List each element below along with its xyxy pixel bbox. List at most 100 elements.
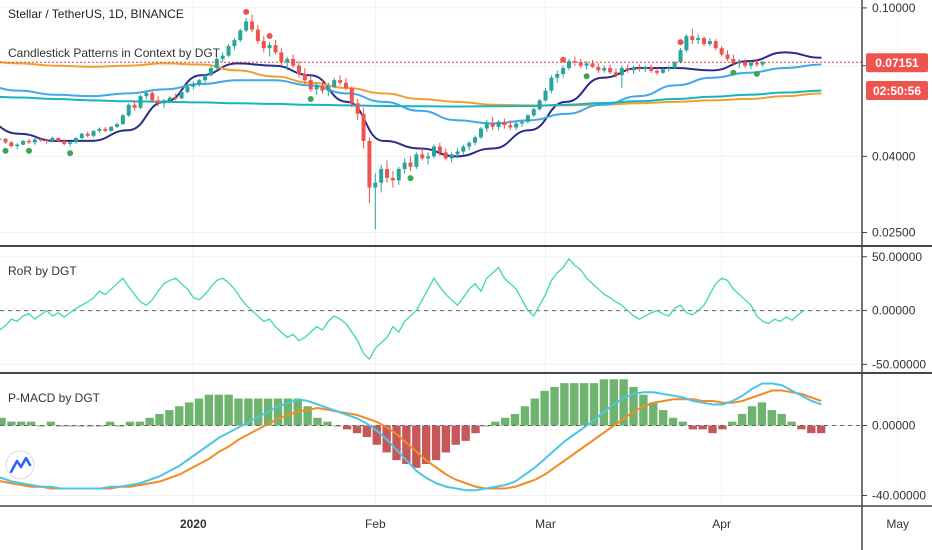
- pmacd-hist-bar: [392, 425, 401, 461]
- price-axis[interactable]: 0.100000.070000.040000.0250050.000000.00…: [862, 1, 926, 503]
- candle: [531, 107, 536, 117]
- pmacd-hist-bar: [421, 425, 431, 464]
- time-axis-label: Feb: [365, 517, 386, 531]
- pmacd-hist-bar: [500, 417, 510, 426]
- candle: [760, 61, 765, 67]
- bullish-pattern-marker: [67, 150, 74, 157]
- pmacd-hist-bar: [520, 406, 530, 426]
- pmacd-hist-bar: [678, 421, 688, 426]
- pmacd-hist-bar: [599, 379, 609, 426]
- pmacd-title: P-MACD by DGT: [8, 391, 101, 405]
- candle: [649, 64, 654, 73]
- pmacd-hist-bar: [787, 421, 796, 426]
- candle: [390, 171, 395, 188]
- pmacd-hist-bar: [619, 379, 628, 426]
- time-axis-label: Apr: [712, 517, 731, 531]
- candle: [332, 77, 337, 88]
- candle: [379, 164, 384, 193]
- candle: [126, 103, 131, 117]
- candle: [619, 65, 624, 88]
- bearish-pattern-marker: [266, 33, 273, 40]
- pmacd-hist-bar: [807, 425, 816, 434]
- pmacd-hist-bar: [441, 425, 451, 453]
- candle: [132, 101, 137, 111]
- pmacd-hist-bar: [412, 425, 421, 468]
- candle: [220, 52, 225, 63]
- ma-line-1: [0, 61, 822, 107]
- candle: [443, 148, 448, 161]
- candle: [702, 36, 707, 47]
- pmacd-hist-bar: [609, 379, 618, 426]
- candle: [426, 152, 431, 165]
- bullish-pattern-marker: [407, 175, 414, 182]
- candle: [396, 166, 401, 186]
- candle: [0, 137, 2, 142]
- bearish-pattern-marker: [560, 56, 567, 63]
- candle: [549, 75, 554, 94]
- candle: [320, 80, 325, 94]
- candle: [672, 61, 677, 70]
- candle: [255, 24, 260, 45]
- pmacd-hist-bar: [165, 410, 174, 426]
- candle: [496, 120, 501, 131]
- tradingview-logo[interactable]: [5, 450, 35, 480]
- candle: [543, 87, 548, 102]
- pmacd-hist-bar: [184, 402, 194, 426]
- candle: [73, 137, 78, 144]
- ror-grid: [0, 246, 899, 373]
- last-price-label: 0.07151: [875, 56, 919, 70]
- candle: [285, 56, 290, 71]
- pattern-markers: [2, 8, 760, 182]
- time-axis-label: May: [886, 517, 909, 531]
- pmacd-hist-bar: [204, 394, 214, 426]
- pmacd-hist-bar: [649, 402, 658, 426]
- pmacd-hist-bar: [17, 421, 26, 426]
- pmacd-hist-bar: [629, 387, 638, 426]
- candle: [655, 68, 660, 76]
- candle: [15, 143, 20, 150]
- pmacd-hist-bar: [481, 425, 490, 427]
- candle: [684, 34, 689, 53]
- countdown-label: 02:50:56: [873, 84, 921, 98]
- candle: [85, 131, 90, 138]
- pmacd-hist-bar: [194, 398, 204, 426]
- candle: [461, 144, 466, 155]
- pmacd-hist-bar: [510, 413, 520, 426]
- bearish-pattern-marker: [243, 8, 250, 15]
- candle: [79, 133, 84, 140]
- candle: [185, 85, 190, 94]
- candle: [308, 75, 313, 93]
- candle: [484, 120, 489, 132]
- candle: [449, 152, 454, 163]
- pmacd-hist-bar: [688, 425, 697, 430]
- pmacd-hist-bar: [155, 413, 164, 426]
- candle: [467, 140, 472, 151]
- candle: [197, 78, 202, 87]
- candle: [520, 120, 525, 127]
- pmacd-histogram: [0, 379, 826, 468]
- pmacd-hist-bar: [797, 425, 806, 430]
- pmacd-hist-bar: [372, 425, 381, 445]
- candle: [502, 118, 507, 129]
- candle: [737, 58, 742, 69]
- candle: [666, 65, 671, 72]
- price-title: Stellar / TetherUS, 1D, BINANCE: [8, 7, 184, 21]
- candle: [514, 121, 519, 131]
- pmacd-hist-bar: [7, 421, 16, 426]
- pmacd-hist-bar: [530, 398, 539, 426]
- candle: [608, 64, 613, 74]
- time-axis[interactable]: 2020FebMarAprMayJunJul: [180, 517, 932, 531]
- candle: [660, 68, 665, 74]
- pmacd-hist-bar: [767, 410, 776, 426]
- candle: [561, 65, 566, 78]
- pmacd-hist-bar: [313, 417, 322, 426]
- pmacd-hist-bar: [718, 425, 727, 430]
- price-indicator-label: Candlestick Patterns in Context by DGT: [8, 46, 221, 60]
- candle: [138, 94, 143, 110]
- candle: [437, 142, 442, 157]
- candle: [690, 28, 695, 45]
- pmacd-hist-bar: [816, 425, 826, 434]
- pmacd-hist-bar: [66, 425, 75, 427]
- candle: [3, 138, 8, 144]
- pmacd-hist-bar: [737, 413, 747, 426]
